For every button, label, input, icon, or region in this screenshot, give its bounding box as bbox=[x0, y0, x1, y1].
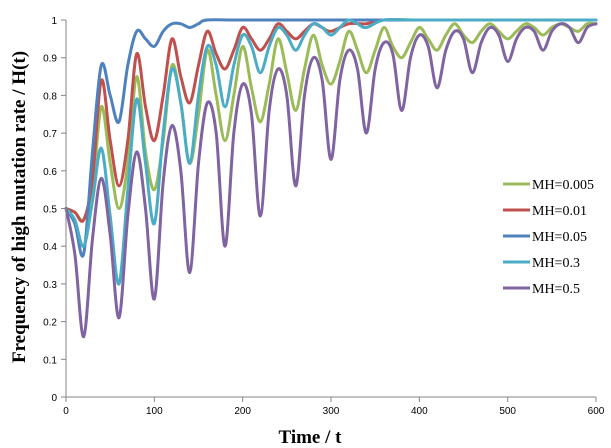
y-tick-label: 0.1 bbox=[43, 355, 57, 366]
legend-label-mh-0-05: MH=0.05 bbox=[532, 230, 587, 245]
axes: 0 100 200 300 400 500 600 00.10.20.30.40.50.60… bbox=[43, 16, 605, 417]
series-line-mh-0-005 bbox=[64, 21, 598, 223]
legend-label-mh-0-01: MH=0.01 bbox=[532, 204, 587, 219]
legend-label-mh-0-005: MH=0.005 bbox=[532, 178, 594, 193]
series-line-mh-0-5 bbox=[64, 22, 598, 339]
y-axis-title: Frequency of high mutation rate / H(t) bbox=[9, 51, 30, 363]
x-tick-label: 200 bbox=[234, 406, 251, 417]
y-tick-label: 0.9 bbox=[43, 54, 57, 65]
y-axis-ticks: 0 0.1 0.2 0.3 0.4 0.5 0.6 0.7 0.8 0.9 1 bbox=[43, 16, 66, 404]
x-tick-label: 400 bbox=[411, 406, 428, 417]
x-tick-label: 0 bbox=[63, 406, 69, 417]
y-tick-label: 0.4 bbox=[43, 242, 57, 253]
x-axis-ticks: 0 100 200 300 400 500 600 bbox=[63, 397, 605, 417]
legend: MH=0.005 MH=0.01 MH=0.05 MH=0.3 MH=0.5 bbox=[503, 178, 594, 297]
y-tick-label: 0.5 bbox=[43, 205, 57, 216]
plot-area bbox=[64, 17, 598, 339]
series-line-mh-0-05 bbox=[64, 18, 598, 258]
y-tick-label: 0.7 bbox=[43, 129, 57, 140]
legend-label-mh-0-5: MH=0.5 bbox=[532, 282, 580, 297]
x-tick-label: 300 bbox=[323, 406, 340, 417]
series-line-mh-0-3 bbox=[64, 17, 598, 286]
x-axis-title: Time / t bbox=[279, 427, 343, 448]
x-tick-label: 600 bbox=[588, 406, 605, 417]
y-tick-label: 0 bbox=[51, 393, 57, 404]
y-tick-label: 0.6 bbox=[43, 167, 57, 178]
legend-label-mh-0-3: MH=0.3 bbox=[532, 256, 580, 271]
y-tick-label: 1 bbox=[51, 16, 57, 27]
y-tick-label: 0.3 bbox=[43, 280, 57, 291]
x-tick-label: 500 bbox=[499, 406, 516, 417]
series-line-mh-0-01 bbox=[64, 18, 598, 223]
y-tick-label: 0.8 bbox=[43, 91, 57, 102]
x-tick-label: 100 bbox=[146, 406, 163, 417]
y-tick-label: 0.2 bbox=[43, 318, 57, 329]
